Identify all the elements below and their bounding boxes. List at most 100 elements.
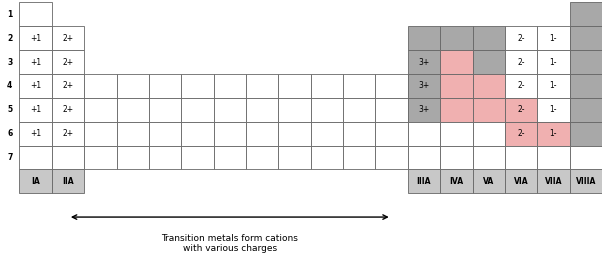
Text: +1: +1 <box>30 34 41 43</box>
Bar <box>311 122 343 146</box>
Bar <box>246 146 278 169</box>
Bar <box>19 169 52 193</box>
Bar <box>19 2 52 26</box>
Bar <box>473 26 505 50</box>
Bar <box>149 98 181 122</box>
Bar <box>440 122 473 146</box>
Bar <box>52 98 84 122</box>
Text: IIA: IIA <box>62 177 74 186</box>
Text: 5: 5 <box>7 105 12 114</box>
Bar <box>376 146 408 169</box>
Bar <box>505 98 537 122</box>
Bar <box>505 169 537 193</box>
Text: 7: 7 <box>7 153 13 162</box>
Bar <box>473 146 505 169</box>
Bar <box>181 146 214 169</box>
Bar <box>408 98 440 122</box>
Bar <box>408 50 440 74</box>
Bar <box>569 146 602 169</box>
Text: VA: VA <box>483 177 494 186</box>
Bar <box>408 122 440 146</box>
Text: +1: +1 <box>30 105 41 114</box>
Bar <box>214 98 246 122</box>
Text: 1-: 1- <box>550 129 557 138</box>
Bar <box>278 98 311 122</box>
Text: with various charges: with various charges <box>183 244 277 254</box>
Bar <box>149 122 181 146</box>
Text: 3+: 3+ <box>418 105 430 114</box>
Bar <box>19 98 52 122</box>
Bar <box>473 98 505 122</box>
Bar <box>376 74 408 98</box>
Bar <box>117 74 149 98</box>
Text: 1-: 1- <box>550 81 557 90</box>
Text: 2-: 2- <box>517 57 525 67</box>
Bar <box>505 122 537 146</box>
Text: VIIIA: VIIIA <box>576 177 596 186</box>
Bar <box>408 26 440 50</box>
Bar <box>311 74 343 98</box>
Text: 2+: 2+ <box>63 105 73 114</box>
Text: +1: +1 <box>30 57 41 67</box>
Bar <box>440 98 473 122</box>
Bar <box>537 98 569 122</box>
Bar <box>440 50 473 74</box>
Text: 2-: 2- <box>517 129 525 138</box>
Bar <box>440 146 473 169</box>
Bar <box>246 122 278 146</box>
Text: 2+: 2+ <box>63 81 73 90</box>
Bar <box>505 26 537 50</box>
Bar <box>52 122 84 146</box>
Bar <box>19 50 52 74</box>
Bar <box>52 50 84 74</box>
Bar <box>52 74 84 98</box>
Bar <box>214 146 246 169</box>
Bar <box>569 122 602 146</box>
Text: 1: 1 <box>7 10 12 19</box>
Bar <box>278 122 311 146</box>
Text: VIIA: VIIA <box>545 177 562 186</box>
Bar <box>408 74 440 98</box>
Bar <box>569 2 602 26</box>
Bar <box>278 74 311 98</box>
Bar <box>52 146 84 169</box>
Bar <box>473 74 505 98</box>
Bar <box>343 74 376 98</box>
Bar <box>181 74 214 98</box>
Text: +1: +1 <box>30 81 41 90</box>
Bar <box>537 50 569 74</box>
Bar <box>473 122 505 146</box>
Bar <box>311 98 343 122</box>
Bar <box>537 122 569 146</box>
Bar <box>569 169 602 193</box>
Bar <box>408 169 440 193</box>
Text: VIA: VIA <box>514 177 529 186</box>
Bar <box>19 146 52 169</box>
Bar <box>19 74 52 98</box>
Bar <box>408 146 440 169</box>
Bar <box>52 26 84 50</box>
Bar <box>505 74 537 98</box>
Bar <box>84 74 117 98</box>
Text: 2-: 2- <box>517 105 525 114</box>
Bar <box>84 122 117 146</box>
Bar <box>117 122 149 146</box>
Text: 3: 3 <box>7 57 12 67</box>
Bar <box>117 146 149 169</box>
Text: 2+: 2+ <box>63 129 73 138</box>
Text: 4: 4 <box>7 81 12 90</box>
Text: 3+: 3+ <box>418 81 430 90</box>
Text: 1-: 1- <box>550 34 557 43</box>
Text: IIIA: IIIA <box>417 177 431 186</box>
Text: 2-: 2- <box>517 81 525 90</box>
Bar <box>473 169 505 193</box>
Text: Transition metals form cations: Transition metals form cations <box>161 234 298 243</box>
Bar <box>343 122 376 146</box>
Bar <box>149 74 181 98</box>
Text: 2+: 2+ <box>63 57 73 67</box>
Text: IVA: IVA <box>449 177 464 186</box>
Text: 1-: 1- <box>550 105 557 114</box>
Bar <box>440 26 473 50</box>
Bar <box>214 74 246 98</box>
Bar <box>376 122 408 146</box>
